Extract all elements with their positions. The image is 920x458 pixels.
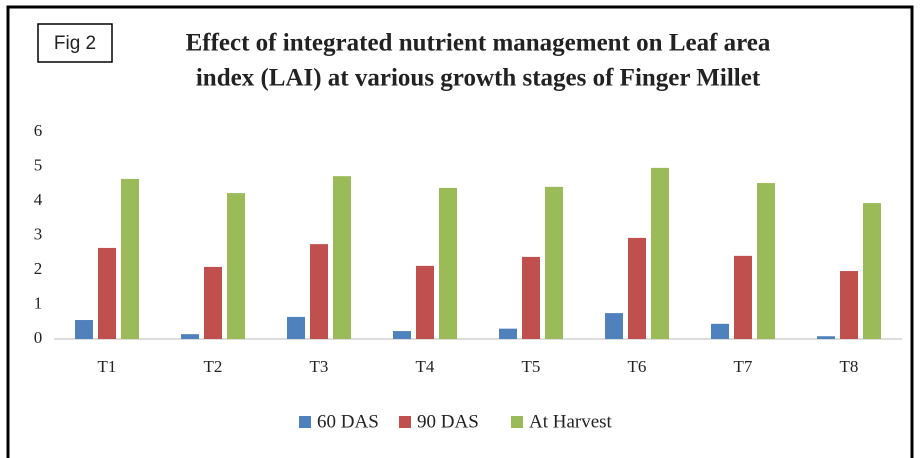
bar — [628, 237, 646, 339]
legend-label: 90 DAS — [417, 411, 479, 432]
bar — [817, 336, 835, 339]
bar — [605, 313, 623, 339]
legend-label: At Harvest — [529, 411, 613, 432]
y-tick-label: 5 — [34, 155, 43, 174]
bar — [840, 271, 858, 339]
chart-title: index (LAI) at various growth stages of … — [196, 65, 761, 92]
y-tick-label: 6 — [34, 121, 43, 140]
x-tick-label: T8 — [840, 357, 859, 376]
bar — [227, 193, 245, 339]
x-tick-label: T1 — [98, 357, 117, 376]
fig-label-box — [37, 23, 113, 63]
bar — [98, 247, 116, 339]
y-tick-label: 2 — [34, 259, 43, 278]
bar — [181, 334, 199, 339]
bar — [734, 255, 752, 339]
x-tick-label: T7 — [734, 357, 753, 376]
legend-swatch — [511, 416, 523, 428]
bar — [545, 186, 563, 339]
y-tick-label: 3 — [34, 224, 43, 243]
frame — [6, 5, 914, 458]
y-tick-label: 0 — [34, 328, 43, 347]
bar — [757, 183, 775, 339]
bar — [310, 244, 328, 339]
bar — [439, 187, 457, 339]
bar — [863, 203, 881, 339]
x-tick-label: T5 — [522, 357, 541, 376]
y-tick-label: 4 — [34, 190, 43, 209]
bar — [121, 178, 139, 339]
legend-swatch — [399, 416, 411, 428]
bar — [416, 265, 434, 339]
bar — [75, 320, 93, 339]
legend-swatch — [299, 416, 311, 428]
fig-label: Fig 2 — [54, 33, 96, 54]
x-tick-label: T6 — [628, 357, 647, 376]
bar — [333, 176, 351, 339]
x-tick-label: T3 — [310, 357, 329, 376]
x-tick-label: T2 — [204, 357, 223, 376]
bar — [393, 331, 411, 339]
bar — [711, 323, 729, 339]
bar — [204, 266, 222, 339]
legend-label: 60 DAS — [317, 411, 379, 432]
bar — [651, 167, 669, 339]
bar — [287, 316, 305, 339]
bar — [522, 256, 540, 339]
y-tick-label: 1 — [34, 293, 43, 312]
x-tick-label: T4 — [416, 357, 435, 376]
bar — [499, 328, 517, 339]
chart-title: Effect of integrated nutrient management… — [186, 30, 771, 57]
